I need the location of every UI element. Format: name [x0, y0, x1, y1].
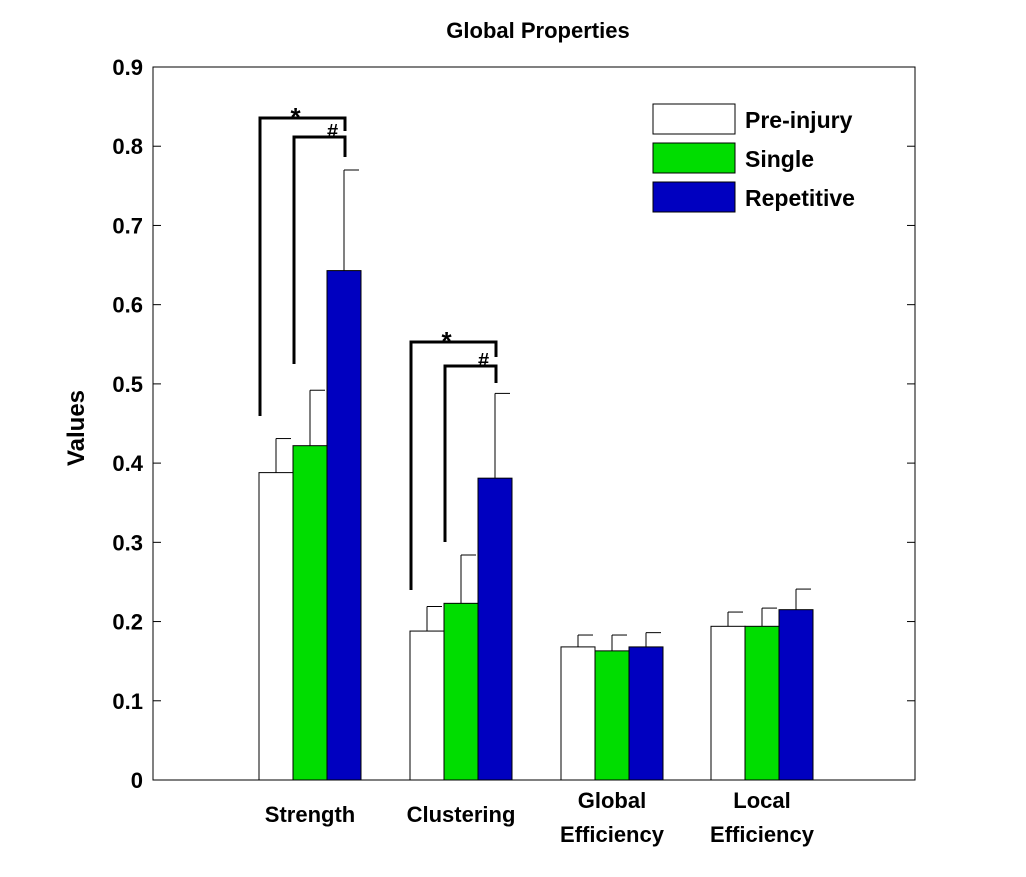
bar: [710, 625, 746, 781]
x-tick-label: Strength: [265, 802, 355, 827]
y-tick-label: 0.8: [112, 134, 143, 159]
legend-label: Single: [745, 146, 814, 172]
y-tick-label: 0.9: [112, 55, 143, 80]
y-tick-label: 0.5: [112, 372, 143, 397]
y-axis-label: Values: [63, 390, 90, 466]
significance-mark: #: [478, 350, 489, 372]
y-tick-label: 0.3: [112, 530, 143, 555]
bar: [594, 650, 630, 781]
plot-area: 0 0.1 0.2 0.3 0.4 0.5 0.6 0.7 0.8 0.9 Strength Clus…: [112, 55, 916, 847]
y-tick-label: 0.4: [112, 451, 143, 476]
plot-frame: [152, 66, 916, 781]
bar: [560, 646, 596, 781]
y-tick-label: 0.2: [112, 610, 143, 635]
y-tick-label: 0.7: [112, 213, 143, 238]
bar: [409, 630, 445, 781]
legend-swatch: [652, 181, 736, 213]
significance-mark: *: [441, 326, 452, 356]
significance-mark: *: [290, 102, 301, 132]
y-tick-label: 0.1: [112, 689, 143, 714]
y-tick-label: 0: [131, 768, 143, 793]
bar: [443, 602, 479, 781]
significance-bracket: [292, 135, 347, 364]
bar: [326, 270, 362, 781]
bar: [292, 445, 328, 781]
x-tick-label: Global Efficiency: [560, 788, 665, 847]
y-tick-label: 0.6: [112, 293, 143, 318]
bar: [258, 472, 294, 781]
bar: [477, 477, 513, 781]
significance-mark: #: [327, 121, 338, 143]
legend-swatch: [652, 142, 736, 174]
significance-bracket: [409, 340, 498, 590]
bar: [744, 625, 780, 781]
x-tick-label: Clustering: [407, 802, 516, 827]
x-tick-label: Local Efficiency: [710, 788, 815, 847]
bar: [628, 646, 664, 781]
legend-label: Repetitive: [745, 185, 855, 211]
significance-bracket: [258, 116, 347, 416]
legend-label: Pre-injury: [745, 107, 853, 133]
bar: [778, 609, 814, 781]
significance-bracket: [443, 364, 498, 542]
legend-swatch: [652, 103, 736, 135]
chart-title: Global Properties: [446, 18, 629, 43]
